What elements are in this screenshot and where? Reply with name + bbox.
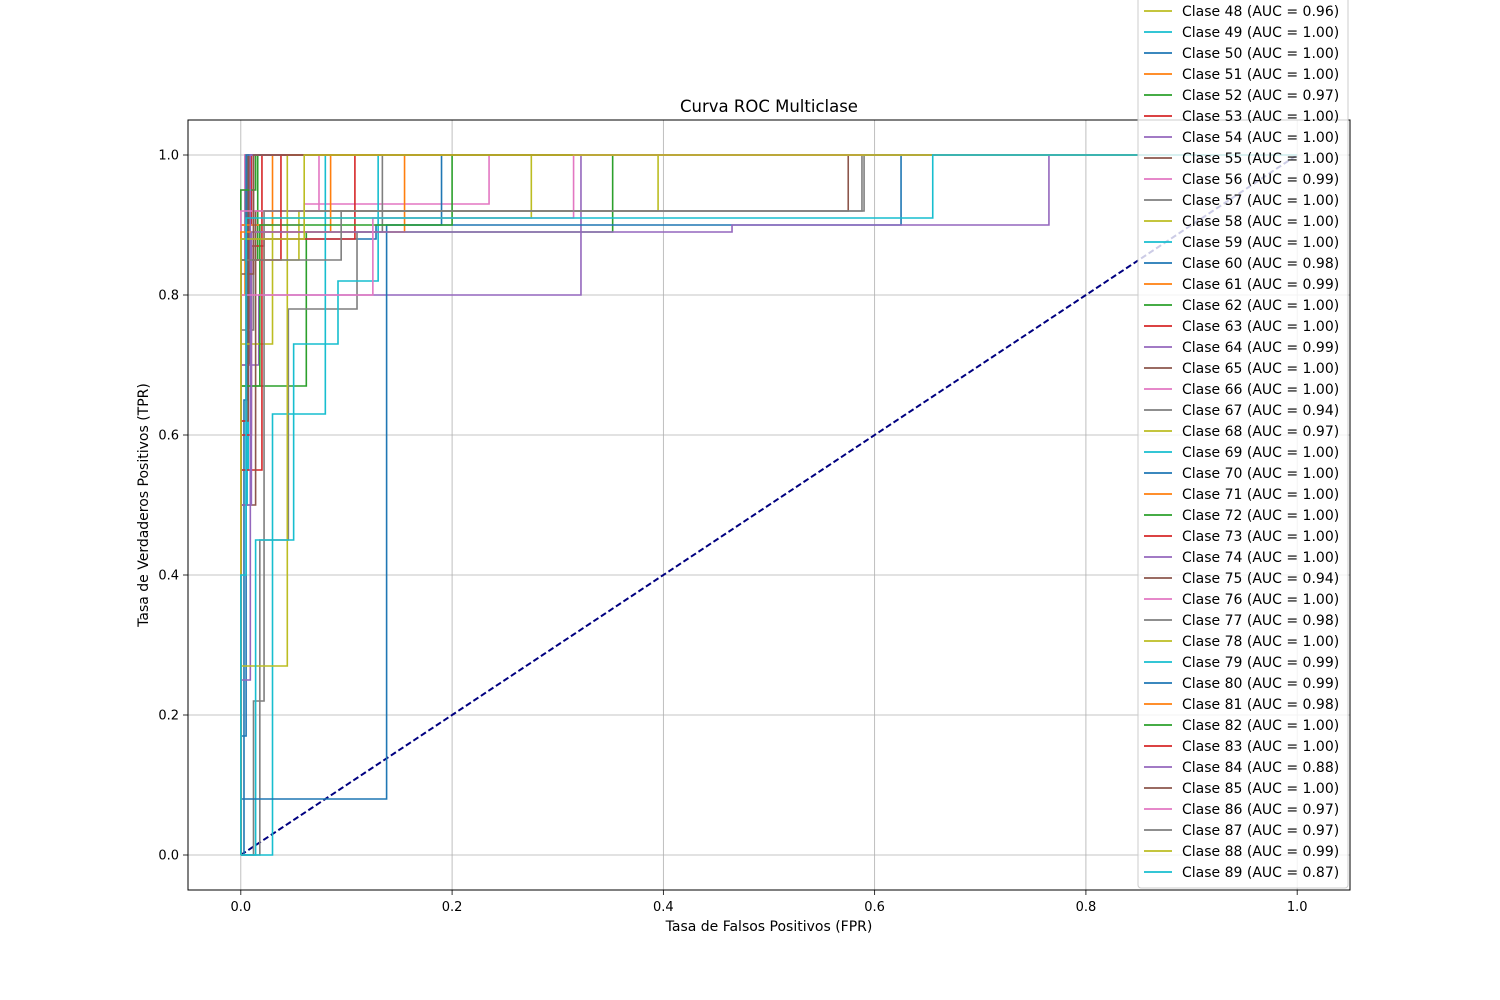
y-axis-ticks: 0.0 0.2 0.4 0.6 0.8 1.0 [158,149,188,864]
legend-entry-label: Clase 77 (AUC = 0.98) [1182,613,1339,629]
y-tick-label: 0.8 [158,289,179,304]
roc-curve-clase-77 [240,154,1298,856]
legend-entry-label: Clase 51 (AUC = 1.00) [1182,67,1339,83]
roc-curve-clase-89 [240,154,1298,855]
legend-box [1137,0,1349,889]
legend-entry-label: Clase 80 (AUC = 0.99) [1182,676,1339,692]
axes-frame [187,119,1351,891]
legend-entry-label: Clase 60 (AUC = 0.98) [1182,256,1339,272]
y-tick-label: 0.2 [158,709,179,724]
y-axis-label: Tasa de Verdaderos Positivos (TPR) [136,383,152,628]
legend-entry-label: Clase 76 (AUC = 1.00) [1182,592,1339,608]
legend-entry-label: Clase 75 (AUC = 0.94) [1182,571,1339,587]
x-tick-label: 1.0 [1287,900,1308,915]
roc-curve-clase-67 [240,154,1298,856]
chart-title: Curva ROC Multiclase [680,97,858,116]
legend-entry-label: Clase 72 (AUC = 1.00) [1182,508,1339,524]
legend-entry-label: Clase 50 (AUC = 1.00) [1182,46,1339,62]
legend-entry-label: Clase 69 (AUC = 1.00) [1182,445,1339,461]
x-tick-label: 0.6 [864,900,885,915]
legend-entry-label: Clase 70 (AUC = 1.00) [1182,466,1339,482]
chance-diagonal-line [240,154,1298,856]
legend-entry-label: Clase 48 (AUC = 0.96) [1182,4,1339,20]
roc-curve-clase-88 [240,154,1298,855]
legend-entry-label: Clase 54 (AUC = 1.00) [1182,130,1339,146]
legend-entry-label: Clase 67 (AUC = 0.94) [1182,403,1339,419]
chance-line-layer [240,154,1298,856]
legend-entry-label: Clase 73 (AUC = 1.00) [1182,529,1339,545]
legend-entry-label: Clase 61 (AUC = 0.99) [1182,277,1339,293]
series-layer [240,154,1298,856]
legend-entry-label: Clase 84 (AUC = 0.88) [1182,760,1339,776]
legend-entry-label: Clase 65 (AUC = 1.00) [1182,361,1339,377]
legend: Clase 48 (AUC = 0.96) Clase 49 (AUC = 1.0… [1137,0,1349,889]
legend-entry-label: Clase 55 (AUC = 1.00) [1182,151,1339,167]
legend-entry-label: Clase 82 (AUC = 1.00) [1182,718,1339,734]
x-tick-label: 0.0 [230,900,251,915]
legend-entry-label: Clase 86 (AUC = 0.97) [1182,802,1339,818]
legend-entry-label: Clase 64 (AUC = 0.99) [1182,340,1339,356]
legend-entry-label: Clase 88 (AUC = 0.99) [1182,844,1339,860]
x-axis-label: Tasa de Falsos Positivos (FPR) [665,919,873,935]
y-tick-label: 1.0 [158,149,179,164]
roc-curve-clase-84 [240,154,1298,855]
legend-entry-label: Clase 58 (AUC = 1.00) [1182,214,1339,230]
legend-entry-label: Clase 79 (AUC = 0.99) [1182,655,1339,671]
legend-entry-label: Clase 62 (AUC = 1.00) [1182,298,1339,314]
legend-entry-label: Clase 68 (AUC = 0.97) [1182,424,1339,440]
legend-entry-label: Clase 83 (AUC = 1.00) [1182,739,1339,755]
legend-entry-label: Clase 52 (AUC = 0.97) [1182,88,1339,104]
legend-entry-label: Clase 89 (AUC = 0.87) [1182,865,1339,881]
legend-entry-label: Clase 57 (AUC = 1.00) [1182,193,1339,209]
x-tick-label: 0.4 [653,900,674,915]
y-tick-label: 0.0 [158,849,179,864]
legend-entry-label: Clase 66 (AUC = 1.00) [1182,382,1339,398]
legend-entry-label: Clase 74 (AUC = 1.00) [1182,550,1339,566]
x-tick-label: 0.8 [1076,900,1097,915]
legend-entry-label: Clase 85 (AUC = 1.00) [1182,781,1339,797]
legend-entry-label: Clase 78 (AUC = 1.00) [1182,634,1339,650]
legend-entry-label: Clase 87 (AUC = 0.97) [1182,823,1339,839]
legend-entry-label: Clase 81 (AUC = 0.98) [1182,697,1339,713]
legend-entry-label: Clase 49 (AUC = 1.00) [1182,25,1339,41]
legend-entry-label: Clase 71 (AUC = 1.00) [1182,487,1339,503]
legend-entry-label: Clase 59 (AUC = 1.00) [1182,235,1339,251]
y-tick-label: 0.6 [158,429,179,444]
legend-entry-label: Clase 56 (AUC = 0.99) [1182,172,1339,188]
legend-entry-label: Clase 53 (AUC = 1.00) [1182,109,1339,125]
y-tick-label: 0.4 [158,569,179,584]
legend-entry-label: Clase 63 (AUC = 1.00) [1182,319,1339,335]
x-tick-label: 0.2 [442,900,463,915]
x-axis-ticks: 0.0 0.2 0.4 0.6 0.8 1.0 [230,890,1308,915]
